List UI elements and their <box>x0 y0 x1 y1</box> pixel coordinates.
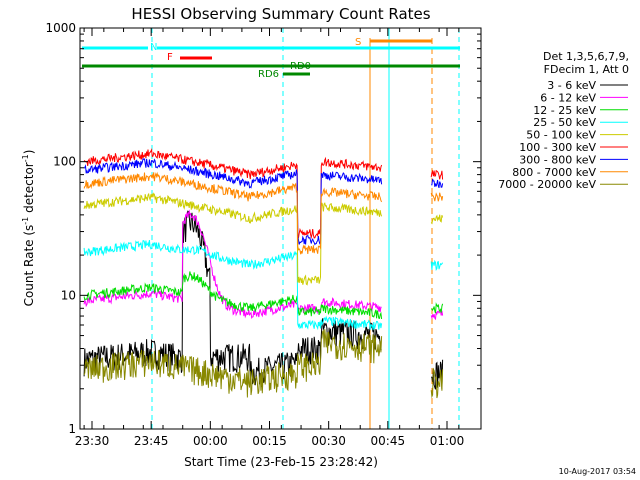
series-line-6 <box>431 178 444 189</box>
footer-timestamp: 10-Aug-2017 03:54 <box>559 467 636 476</box>
legend-header-line: FDecim 1, Att 0 <box>544 63 629 76</box>
x-axis-label: Start Time (23-Feb-15 23:28:42) <box>184 455 378 469</box>
x-tick-label: 23:30 <box>75 434 110 448</box>
x-tick-label: 00:15 <box>252 434 287 448</box>
series-line-2 <box>431 302 444 314</box>
x-tick-label: 01:00 <box>430 434 465 448</box>
legend-entry-label: 50 - 100 keV <box>526 129 596 142</box>
legend-entry-label: 25 - 50 keV <box>533 116 596 129</box>
legend: Det 1,3,5,6,7,9,FDecim 1, Att 0 3 - 6 keV… <box>498 50 629 191</box>
axes: 23:30 23:45 00:00 00:15 00:30 00:45 01:00 1 10 10… <box>45 21 481 448</box>
series-line-8 <box>83 329 383 398</box>
series-line-5 <box>83 148 383 240</box>
plot-frame <box>79 27 482 430</box>
x-tick-label: 23:45 <box>134 434 169 448</box>
series-group <box>83 148 444 399</box>
chart-title: HESSI Observing Summary Count Rates <box>131 5 430 23</box>
legend-entry-label: 800 - 7000 keV <box>512 166 596 179</box>
annotation-label-s: S <box>355 37 361 48</box>
series-line-5 <box>430 169 444 180</box>
y-tick-label: 1 <box>68 422 76 436</box>
series-line-6 <box>83 158 383 246</box>
legend-entry-label: 12 - 25 keV <box>533 104 596 117</box>
x-tick-label: 00:00 <box>193 434 228 448</box>
series-line-4 <box>430 214 444 225</box>
series-line-3 <box>430 259 444 271</box>
legend-entry-label: 3 - 6 keV <box>547 79 596 92</box>
series-line-0 <box>83 210 382 388</box>
y-tick-label: 10 <box>61 288 76 302</box>
annotation-label-f: F <box>167 52 173 63</box>
series-line-8 <box>430 367 444 399</box>
series-line-1 <box>83 209 382 320</box>
x-tick-label: 00:30 <box>311 434 346 448</box>
annotation-label-n: N <box>150 42 157 53</box>
annotation-label-rd6: RD6 <box>258 69 279 80</box>
series-line-3 <box>83 240 383 331</box>
legend-header-line: Det 1,3,5,6,7,9, <box>543 50 629 63</box>
series-line-4 <box>83 192 383 286</box>
series-line-7 <box>83 171 383 255</box>
y-tick-label: 1000 <box>45 21 76 35</box>
legend-entry-label: 6 - 12 keV <box>540 91 596 104</box>
series-line-2 <box>83 271 383 320</box>
legend-entry-label: 100 - 300 keV <box>519 141 596 154</box>
legend-entry-label: 7000 - 20000 keV <box>498 178 596 191</box>
y-axis-label: Count Rate (s-1 detector-1) <box>21 150 36 307</box>
x-tick-label: 00:45 <box>371 434 406 448</box>
annotation-label-rd0: RD0 <box>290 61 311 72</box>
y-tick-label: 100 <box>53 155 76 169</box>
series-line-7 <box>430 192 444 202</box>
annotations: NF RD0 RD6 S <box>82 28 460 429</box>
legend-entry-label: 300 - 800 keV <box>519 153 596 166</box>
